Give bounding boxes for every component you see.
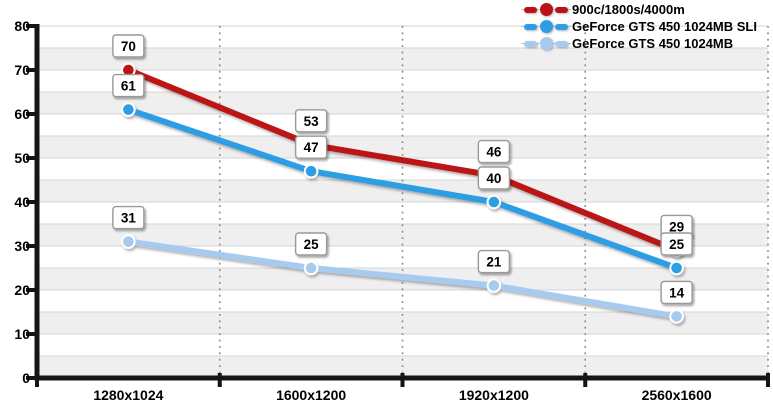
legend-dash-icon	[555, 23, 568, 30]
value-label: 14	[660, 280, 693, 305]
legend-dash-icon	[524, 6, 537, 13]
svg-text:61: 61	[121, 79, 137, 94]
x-axis-labels: 1280x1024 1600x1200 1920x1200 2560x1600	[93, 387, 712, 403]
svg-text:80: 80	[14, 18, 30, 34]
svg-text:10: 10	[14, 326, 30, 342]
svg-text:20: 20	[14, 282, 30, 298]
value-label: 53	[294, 109, 328, 133]
value-label: 61	[112, 73, 145, 98]
value-label: 29	[660, 214, 693, 239]
legend-line-point-marker	[521, 3, 571, 17]
svg-text:31: 31	[121, 211, 137, 226]
value-label: 21	[477, 249, 511, 274]
legend-dash-icon	[524, 40, 537, 47]
value-label: 40	[477, 166, 511, 190]
value-label: 46	[477, 139, 511, 164]
svg-text:14: 14	[669, 285, 685, 300]
svg-text:0: 0	[22, 370, 30, 386]
legend-label: GeForce GTS 450 1024MB SLI	[572, 19, 757, 34]
svg-text:53: 53	[304, 114, 320, 129]
legend-dash-icon	[524, 23, 537, 30]
svg-text:60: 60	[14, 106, 30, 122]
legend-label: 900c/1800s/4000m	[572, 2, 685, 17]
y-axis-labels: 80 70 60 50 40 30 20 10 0	[14, 18, 30, 386]
legend-line-point-marker	[521, 20, 571, 34]
series-line-2	[121, 234, 684, 324]
chart-legend: 900c/1800s/4000m GeForce GTS 450 1024MB …	[521, 1, 757, 52]
svg-text:1280x1024: 1280x1024	[93, 387, 163, 403]
svg-text:40: 40	[486, 171, 501, 186]
legend-item-sli: GeForce GTS 450 1024MB SLI	[521, 18, 757, 35]
svg-text:40: 40	[14, 194, 30, 210]
svg-text:70: 70	[121, 39, 136, 54]
svg-text:46: 46	[486, 145, 502, 160]
svg-text:70: 70	[14, 62, 30, 78]
legend-dot-icon	[539, 37, 553, 50]
svg-text:29: 29	[669, 219, 684, 234]
svg-text:1600x1200: 1600x1200	[276, 387, 346, 403]
legend-dash-icon	[555, 40, 568, 47]
category-separators	[218, 26, 769, 378]
legend-item-single: GeForce GTS 450 1024MB	[521, 35, 757, 52]
value-label: 25	[294, 232, 328, 256]
legend-dot-icon	[539, 20, 553, 33]
axes	[26, 24, 770, 387]
svg-text:30: 30	[14, 238, 30, 254]
svg-text:21: 21	[486, 255, 502, 270]
series-line-1	[121, 102, 684, 276]
svg-text:25: 25	[669, 237, 685, 252]
value-label: 70	[112, 34, 145, 58]
legend-line-point-marker	[521, 37, 571, 51]
value-label: 31	[112, 205, 145, 230]
legend-item-oc: 900c/1800s/4000m	[521, 1, 757, 18]
svg-text:2560x1600: 2560x1600	[642, 387, 712, 403]
svg-text:25: 25	[304, 237, 320, 252]
legend-dot-icon	[539, 3, 553, 16]
legend-label: GeForce GTS 450 1024MB	[572, 36, 734, 51]
svg-text:47: 47	[304, 140, 319, 155]
legend-dash-icon	[555, 6, 568, 13]
svg-text:1920x1200: 1920x1200	[459, 387, 529, 403]
value-label: 25	[660, 232, 693, 256]
svg-text:50: 50	[14, 150, 30, 166]
value-label: 47	[294, 135, 328, 159]
